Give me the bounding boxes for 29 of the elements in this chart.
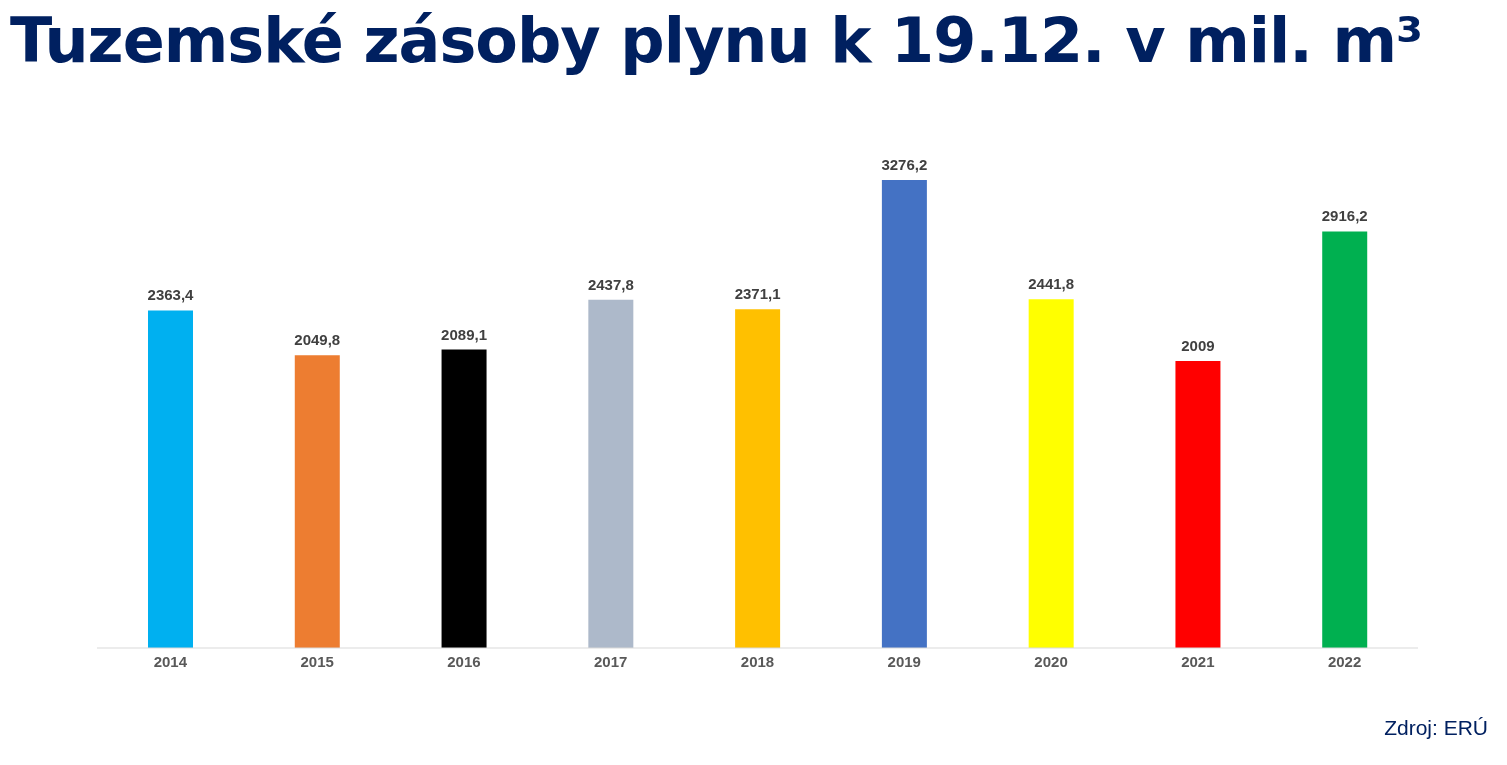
- data-label: 2371,1: [734, 285, 781, 303]
- data-label: 2437,8: [587, 275, 634, 293]
- bar: [881, 180, 927, 648]
- x-tick-label: 2014: [153, 652, 188, 670]
- data-label: 3276,2: [881, 156, 928, 173]
- x-tick-label: 2016: [447, 652, 481, 670]
- data-label: 2089,1: [441, 325, 487, 343]
- bar: [441, 349, 487, 648]
- bar: [735, 309, 781, 648]
- bar: [1175, 361, 1221, 648]
- x-tick-label: 2017: [594, 652, 628, 670]
- data-label: 2441,8: [1028, 275, 1075, 293]
- chart-title: Tuzemské zásoby plynu k 19.12. v mil. m³: [10, 7, 1423, 77]
- bar: [1322, 231, 1368, 648]
- x-tick-label: 2018: [740, 652, 775, 670]
- x-tick-label: 2019: [887, 652, 921, 670]
- x-tick-label: 2022: [1327, 652, 1362, 670]
- x-tick-label: 2020: [1034, 652, 1068, 670]
- data-label: 2916,2: [1321, 207, 1368, 225]
- text: Zdroj: ERÚ: [1384, 716, 1488, 740]
- bar: [294, 355, 340, 648]
- data-label: 2049,8: [294, 331, 341, 349]
- data-label: 2363,4: [147, 286, 195, 304]
- data-label: 2009: [1181, 337, 1215, 355]
- bar: [588, 299, 634, 648]
- x-tick-label: 2021: [1181, 652, 1215, 670]
- bar: [148, 310, 193, 648]
- bar: [1028, 299, 1074, 648]
- x-tick-label: 2015: [300, 652, 334, 670]
